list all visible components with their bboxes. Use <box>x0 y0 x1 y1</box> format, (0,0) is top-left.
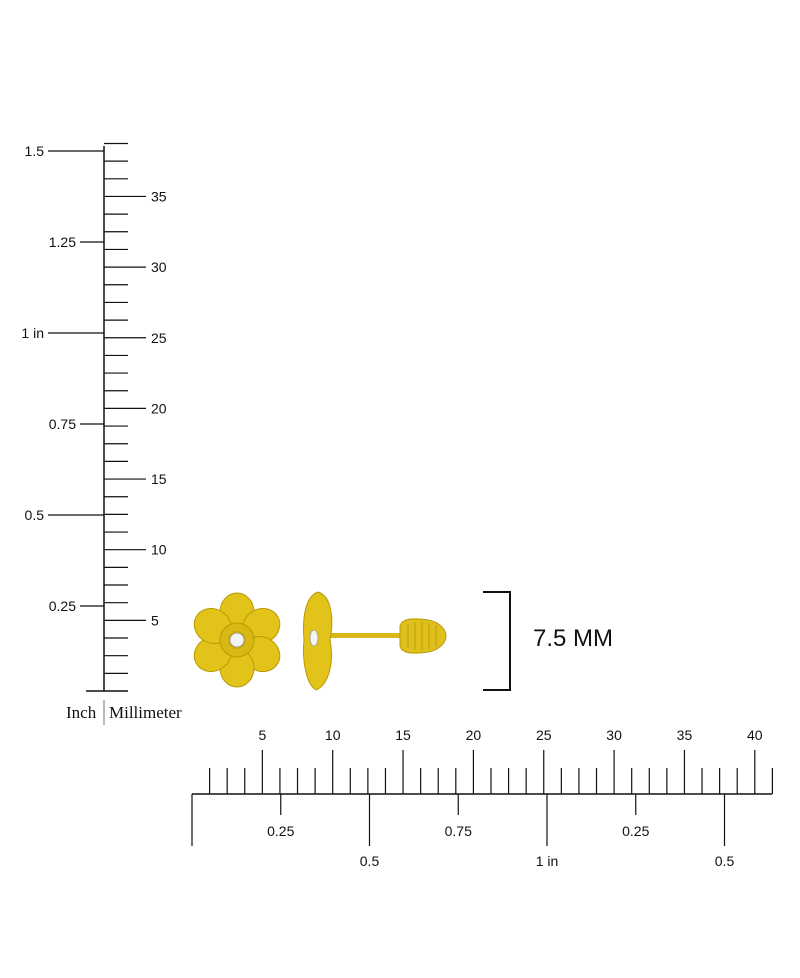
inch-label: 0.75 <box>49 416 76 432</box>
mm-label: 20 <box>151 400 167 416</box>
size-bracket <box>483 591 511 691</box>
mm-label: 10 <box>151 542 167 558</box>
inch-label: 1 in <box>536 853 559 869</box>
mm-label: 35 <box>151 188 167 204</box>
inch-label: 0.75 <box>445 823 472 839</box>
mm-label: 5 <box>258 727 266 743</box>
millimeter-unit-label: Millimeter <box>109 703 182 722</box>
mm-label: 35 <box>677 727 693 743</box>
vertical-ruler: 5 10 15 20 25 30 35 0.25 0.5 0.75 1 in 1.25 1.5 <box>21 142 167 692</box>
inch-label: 0.5 <box>715 853 735 869</box>
inch-label: 0.5 <box>25 507 45 523</box>
mm-label: 15 <box>151 471 167 487</box>
inch-label: 0.25 <box>622 823 649 839</box>
inch-label: 1.5 <box>25 143 45 159</box>
size-label: 7.5 MM <box>533 625 613 652</box>
inch-label: 0.5 <box>360 853 380 869</box>
inch-unit-label: Inch <box>66 703 97 722</box>
mm-label: 30 <box>606 727 622 743</box>
mm-label: 20 <box>466 727 482 743</box>
earring-side-view <box>303 591 447 691</box>
inch-label: 0.25 <box>49 598 76 614</box>
mm-label: 10 <box>325 727 341 743</box>
mm-label: 30 <box>151 259 167 275</box>
inch-label: 1 in <box>21 325 44 341</box>
earring-back-icon <box>399 618 447 654</box>
mm-label: 5 <box>151 612 159 628</box>
mm-label: 25 <box>151 330 167 346</box>
inch-label: 0.25 <box>267 823 294 839</box>
gemstone <box>229 632 245 648</box>
mm-label: 40 <box>747 727 763 743</box>
mm-label: 15 <box>395 727 411 743</box>
horizontal-ruler: 5 10 15 20 25 30 35 40 0.25 0.5 0.75 1 in 0.25 0.5 <box>191 727 773 869</box>
earring-front-view <box>193 592 281 688</box>
inch-label: 1.25 <box>49 234 76 250</box>
mm-label: 25 <box>536 727 552 743</box>
